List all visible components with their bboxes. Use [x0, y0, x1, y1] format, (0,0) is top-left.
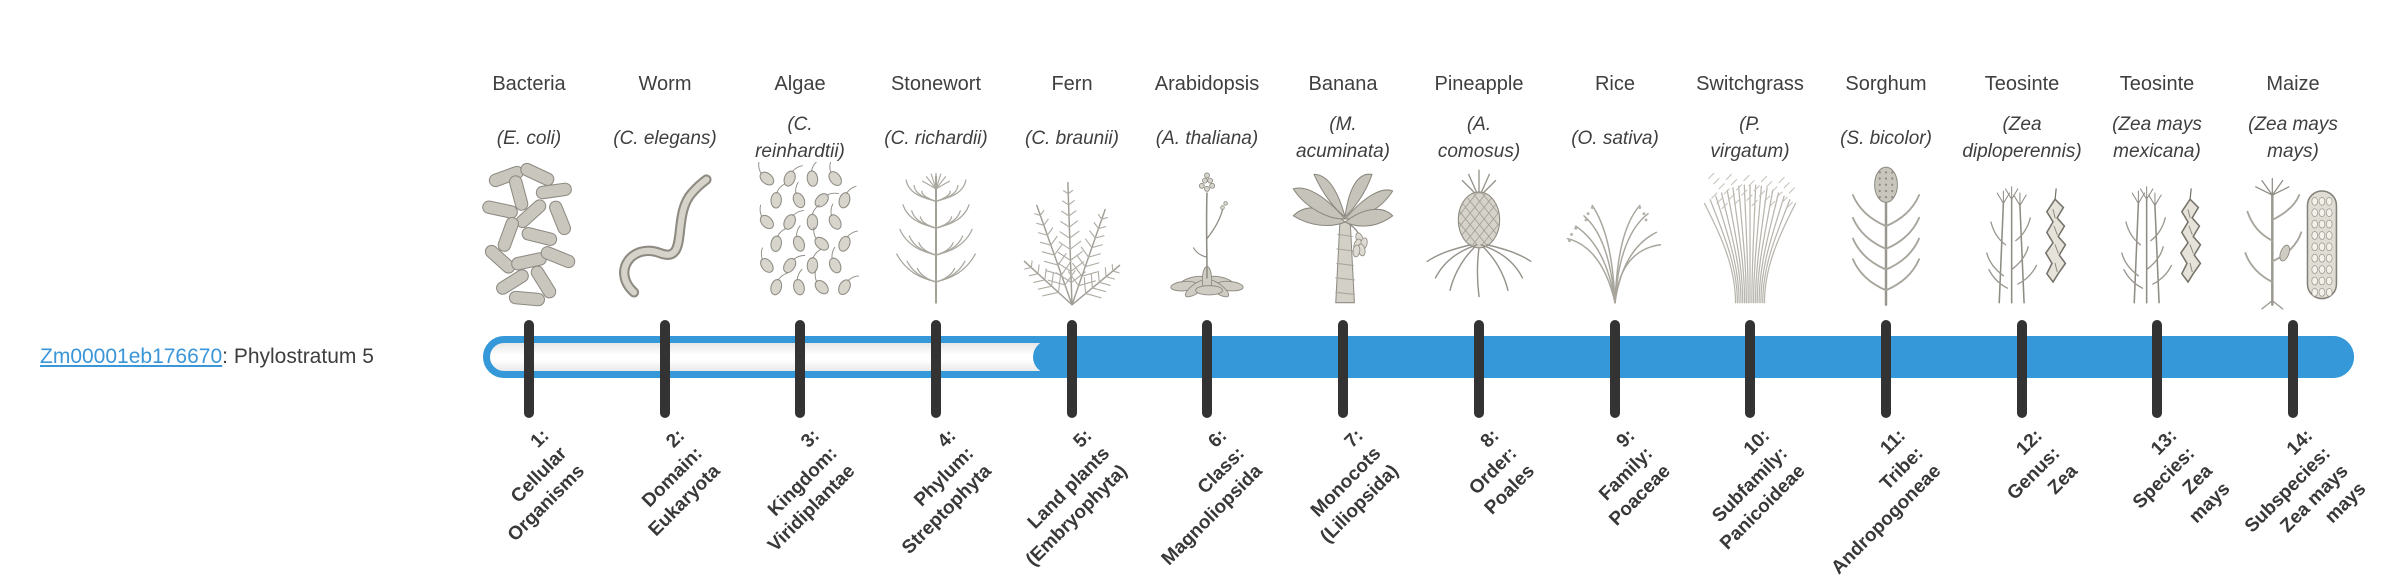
arabidopsis-icon: [1142, 162, 1272, 312]
organism-name: Fern: [1051, 73, 1093, 95]
stonewort-icon: [871, 162, 1001, 312]
stratum-rank-label: 1: Cellular Organisms: [503, 425, 589, 546]
teosinte-icon: [1957, 162, 2087, 312]
stratum-tick: [1338, 320, 1348, 418]
stratum-tick: [1745, 320, 1755, 418]
organism-species: (P. virgatum): [1710, 114, 1790, 162]
stratum-tick: [524, 320, 534, 418]
stratum-tick: [660, 320, 670, 418]
stratum-rank-label: 9: Family: Poaceae: [1595, 425, 1675, 531]
gene-label: Zm00001eb176670: Phylostratum 5: [40, 336, 374, 378]
phylostratum-bar-fill: [1060, 336, 2354, 378]
stratum-rank-label: 5: Land plants (Embryophyta): [1021, 425, 1132, 571]
organism-species: (Zea mays mexicana): [2112, 114, 2202, 162]
organism-species: (C. braunii): [1025, 127, 1119, 149]
teosinte-icon: [2092, 162, 2222, 312]
stratum-rank-label: 7: Monocots (Liliopsida): [1306, 425, 1403, 548]
stratum-tick: [2152, 320, 2162, 418]
organism-name: Bacteria: [492, 73, 566, 95]
stratum-rank-label: 8: Order: Poales: [1465, 425, 1539, 519]
stratum-rank-label: 11: Tribe: Andropogoneae: [1827, 425, 1946, 579]
organism-species: (Zea diploperennis): [1962, 114, 2082, 162]
switchgrass-icon: [1685, 162, 1815, 312]
stratum-tick: [1610, 320, 1620, 418]
stratum-rank-label: 6: Class: Magnoliopsida: [1157, 425, 1267, 570]
stratum-tick: [1202, 320, 1212, 418]
organism-species: (C. elegans): [613, 127, 717, 149]
organism-species: (O. sativa): [1571, 127, 1659, 149]
algae-icon: [735, 162, 865, 312]
organism-name: Teosinte: [1984, 73, 2060, 95]
stratum-rank-label: 3: Kingdom: Viridiplantae: [764, 425, 860, 557]
fern-icon: [1007, 162, 1137, 312]
organism-species: (M. acuminata): [1296, 114, 1390, 162]
stratum-rank-label: 12: Genus: Zea: [2002, 425, 2082, 505]
organism-name: Pineapple: [1434, 73, 1524, 95]
organism-name: Switchgrass: [1696, 73, 1804, 95]
organism-species: (A. comosus): [1437, 114, 1521, 162]
organism-name: Banana: [1308, 73, 1378, 95]
organism-name: Teosinte: [2119, 73, 2195, 95]
organism-name: Sorghum: [1845, 73, 1927, 95]
organism-name: Algae: [774, 73, 826, 95]
organism-species: (A. thaliana): [1155, 127, 1259, 149]
gene-id-link[interactable]: Zm00001eb176670: [40, 345, 223, 368]
organism-name: Arabidopsis: [1154, 73, 1260, 95]
stratum-tick: [1881, 320, 1891, 418]
organism-species: (Zea mays mays): [2248, 114, 2338, 162]
organism-name: Worm: [638, 73, 692, 95]
banana-icon: [1278, 162, 1408, 312]
stratum-rank-label: 10: Subfamily: Panicoideae: [1708, 425, 1810, 555]
gene-phylostratum-text: : Phylostratum 5: [222, 345, 374, 368]
organism-name: Stonewort: [890, 73, 982, 95]
stratum-tick: [795, 320, 805, 418]
organism-species: (S. bicolor): [1840, 127, 1932, 149]
organism-name: Maize: [2266, 73, 2320, 95]
stratum-tick: [931, 320, 941, 418]
rice-icon: [1550, 162, 1680, 312]
stratum-rank-label: 2: Domain: Eukaryota: [638, 425, 725, 541]
worm-icon: [600, 162, 730, 312]
stratum-tick: [2288, 320, 2298, 418]
organism-name: Rice: [1594, 73, 1635, 95]
stratum-rank-label: 4: Phylum: Streptophyta: [897, 425, 996, 559]
sorghum-icon: [1821, 162, 1951, 312]
bacteria-icon: [464, 162, 594, 312]
stratum-rank-label: 13: Species: Zea mays: [2128, 425, 2235, 528]
organism-species: (C. richardii): [884, 127, 988, 149]
maize-icon: [2228, 162, 2358, 312]
organism-species: (C. reinhardtii): [755, 114, 845, 162]
pineapple-icon: [1414, 162, 1544, 312]
stratum-rank-label: 14: Subspecies: Zea mays mays: [2240, 425, 2371, 538]
stratum-tick: [1067, 320, 1077, 418]
stratum-tick: [2017, 320, 2027, 418]
stratum-tick: [1474, 320, 1484, 418]
organism-species: (E. coli): [496, 127, 562, 149]
